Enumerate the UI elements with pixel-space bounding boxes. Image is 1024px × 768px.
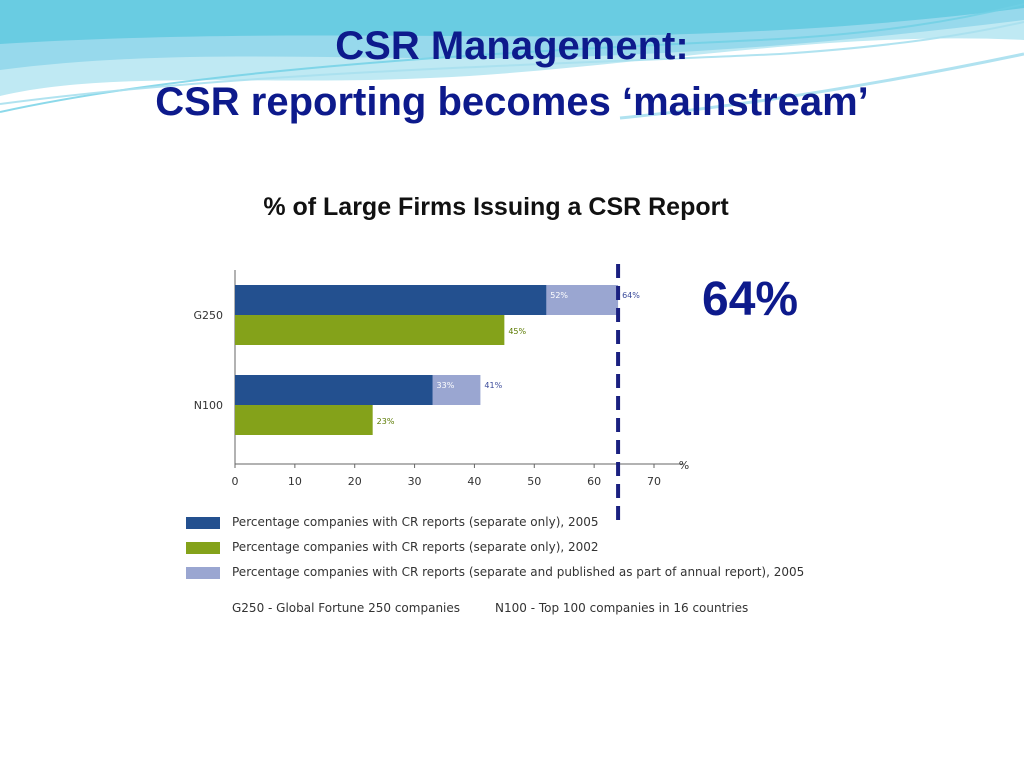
category-label: G250 — [193, 309, 223, 322]
x-tick-label: 50 — [527, 475, 541, 488]
data-label: 23% — [377, 417, 395, 426]
x-tick-label: 0 — [232, 475, 239, 488]
decorative-wave-header — [0, 0, 1024, 120]
data-label: 33% — [437, 381, 455, 390]
slide-title-line-1: CSR Management: — [335, 24, 689, 68]
x-tick-label: 60 — [587, 475, 601, 488]
footnote-n100: N100 - Top 100 companies in 16 countries — [495, 601, 749, 615]
bar-g250-2002-separate — [235, 315, 505, 345]
x-axis-unit: % — [679, 459, 689, 472]
bar-chart: 52% 64% 45% G250 33% 41% 23% N100 0 10 20 30 40 50 60 7… — [193, 270, 689, 488]
legend-swatch — [186, 567, 220, 579]
legend-label: Percentage companies with CR reports (se… — [232, 540, 599, 554]
x-tick-label: 20 — [348, 475, 362, 488]
bar-n100-2002-separate — [235, 405, 373, 435]
chart-heading: % of Large Firms Issuing a CSR Report — [263, 193, 729, 221]
x-tick-label: 10 — [288, 475, 302, 488]
legend-label: Percentage companies with CR reports (se… — [232, 565, 805, 579]
data-label: 45% — [508, 327, 526, 336]
callout-percentage: 64% — [702, 273, 799, 326]
x-tick-label: 40 — [467, 475, 481, 488]
footnote-g250: G250 - Global Fortune 250 companies — [232, 601, 461, 615]
legend-label: Percentage companies with CR reports (se… — [232, 515, 599, 529]
data-label: 41% — [484, 381, 502, 390]
bar-n100-2005-separate — [235, 375, 433, 405]
x-tick-label: 30 — [408, 475, 422, 488]
legend-swatch — [186, 517, 220, 529]
chart-panel: 52% 64% 45% G250 33% 41% 23% N100 0 10 20 30 40 50 60 7… — [170, 262, 836, 620]
data-label: 52% — [550, 291, 568, 300]
bar-g250-2005-separate — [235, 285, 547, 315]
x-tick-label: 70 — [647, 475, 661, 488]
legend-swatch — [186, 542, 220, 554]
category-label: N100 — [194, 399, 223, 412]
data-label: 64% — [622, 291, 640, 300]
slide-title-line-2: CSR reporting becomes ‘mainstream’ — [155, 80, 869, 124]
